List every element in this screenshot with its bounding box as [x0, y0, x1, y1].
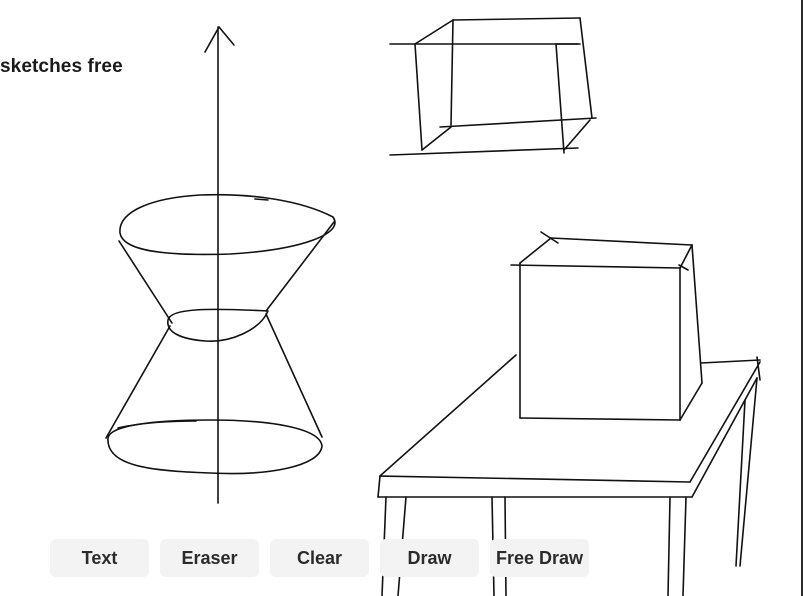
text-tool-button[interactable]: Text — [50, 539, 149, 577]
wireframe-box-sketch — [389, 17, 597, 156]
clear-canvas-button[interactable]: Clear — [270, 539, 369, 577]
cube-on-table-sketch — [377, 231, 761, 596]
eraser-tool-button[interactable]: Eraser — [160, 539, 259, 577]
draw-tool-button[interactable]: Draw — [380, 539, 479, 577]
canvas-right-border — [801, 0, 803, 596]
free-draw-tool-button[interactable]: Free Draw — [490, 539, 589, 577]
double-cone-sketch — [105, 26, 336, 504]
canvas-text-note[interactable]: sketches free — [0, 56, 123, 77]
